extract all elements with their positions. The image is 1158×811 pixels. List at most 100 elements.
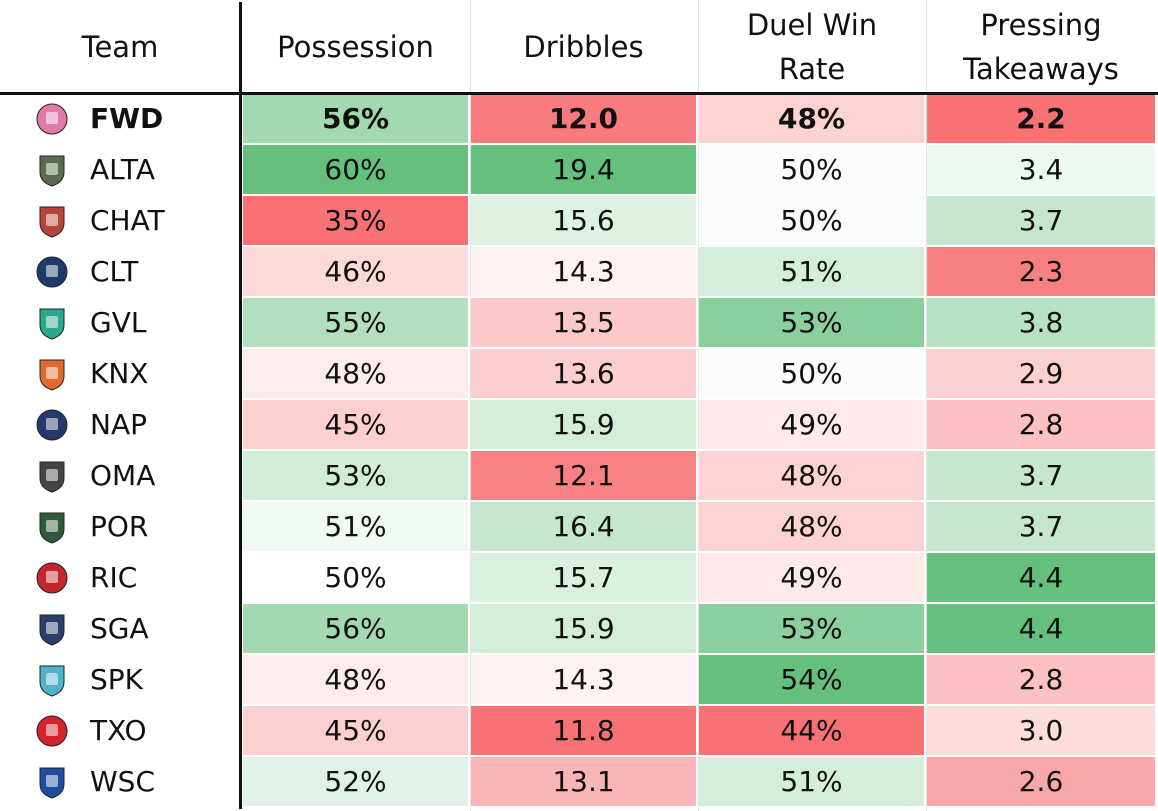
team-cell: KNX [0, 348, 240, 399]
team-cell: CLT [0, 246, 240, 297]
ric-logo-icon [36, 562, 68, 594]
team-abbreviation: SPK [90, 663, 144, 696]
pressing-takeaways-cell: 3.7 [927, 196, 1155, 245]
dribbles-cell: 15.9 [471, 604, 696, 653]
team-cell: SGA [0, 603, 240, 654]
gvl-logo-icon [39, 308, 65, 340]
header-possession: Possession [277, 29, 434, 64]
sga-logo-icon [39, 614, 65, 646]
dribbles-cell: 11.8 [471, 706, 696, 755]
team-cell: OMA [0, 450, 240, 501]
dribbles-cell: 15.9 [471, 400, 696, 449]
possession-cell: 51% [243, 502, 468, 551]
column-divider [470, 0, 471, 811]
column-divider [698, 0, 699, 811]
table-row: CHAT 35% 15.6 50% 3.7 [0, 195, 1158, 246]
dribbles-cell: 16.4 [471, 502, 696, 551]
team-cell: NAP [0, 399, 240, 450]
possession-cell: 56% [243, 94, 468, 143]
team-cell: TXO [0, 705, 240, 756]
header-pressing-takeaways: Pressing Takeaways [963, 7, 1119, 86]
column-divider [926, 0, 927, 811]
possession-cell: 55% [243, 298, 468, 347]
dribbles-cell: 15.6 [471, 196, 696, 245]
table-row: TXO 45% 11.8 44% 3.0 [0, 705, 1158, 756]
table-row: CLT 46% 14.3 51% 2.3 [0, 246, 1158, 297]
duel-win-rate-cell: 51% [699, 247, 924, 296]
dribbles-cell: 13.1 [471, 757, 696, 806]
duel-win-rate-cell: 50% [699, 349, 924, 398]
spk-logo-icon [39, 665, 65, 697]
dribbles-cell: 13.6 [471, 349, 696, 398]
duel-win-rate-cell: 54% [699, 655, 924, 704]
nap-logo-icon [36, 409, 68, 441]
duel-win-rate-cell: 50% [699, 196, 924, 245]
team-cell: FWD [0, 93, 240, 144]
team-abbreviation: POR [90, 510, 149, 543]
por-logo-icon [39, 512, 65, 544]
pressing-takeaways-cell: 3.8 [927, 298, 1155, 347]
team-abbreviation: TXO [90, 714, 147, 747]
table-row: OMA 53% 12.1 48% 3.7 [0, 450, 1158, 501]
team-abbreviation: SGA [90, 612, 149, 645]
team-cell: SPK [0, 654, 240, 705]
table-row: SPK 48% 14.3 54% 2.8 [0, 654, 1158, 705]
pressing-takeaways-cell: 2.8 [927, 400, 1155, 449]
wsc-logo-icon [39, 767, 65, 799]
table-row: WSC 52% 13.1 51% 2.6 [0, 756, 1158, 807]
team-column-border [239, 2, 242, 809]
table-row: FWD 56% 12.0 48% 2.2 [0, 93, 1158, 144]
table-row: SGA 56% 15.9 53% 4.4 [0, 603, 1158, 654]
team-cell: RIC [0, 552, 240, 603]
dribbles-cell: 15.7 [471, 553, 696, 602]
oma-logo-icon [39, 461, 65, 493]
pressing-takeaways-cell: 2.6 [927, 757, 1155, 806]
pressing-takeaways-cell: 2.2 [927, 94, 1155, 143]
pressing-takeaways-cell: 3.4 [927, 145, 1155, 194]
pressing-takeaways-cell: 4.4 [927, 604, 1155, 653]
fwd-logo-icon [36, 103, 68, 135]
possession-cell: 48% [243, 349, 468, 398]
pressing-takeaways-cell: 2.8 [927, 655, 1155, 704]
dribbles-cell: 14.3 [471, 247, 696, 296]
duel-win-rate-cell: 53% [699, 298, 924, 347]
dribbles-cell: 19.4 [471, 145, 696, 194]
possession-cell: 50% [243, 553, 468, 602]
pressing-takeaways-cell: 4.4 [927, 553, 1155, 602]
table-row: POR 51% 16.4 48% 3.7 [0, 501, 1158, 552]
table-row: GVL 55% 13.5 53% 3.8 [0, 297, 1158, 348]
dribbles-cell: 12.0 [471, 94, 696, 143]
possession-cell: 45% [243, 400, 468, 449]
possession-cell: 46% [243, 247, 468, 296]
team-abbreviation: OMA [90, 459, 156, 492]
header-duel-win-rate: Duel Win Rate [746, 7, 878, 86]
duel-win-rate-cell: 48% [699, 502, 924, 551]
header-dribbles: Dribbles [523, 29, 644, 64]
duel-win-rate-cell: 44% [699, 706, 924, 755]
duel-win-rate-cell: 49% [699, 400, 924, 449]
team-cell: POR [0, 501, 240, 552]
alta-logo-icon [39, 155, 65, 187]
team-abbreviation: WSC [90, 765, 156, 798]
table-row: ALTA 60% 19.4 50% 3.4 [0, 144, 1158, 195]
possession-cell: 60% [243, 145, 468, 194]
duel-win-rate-cell: 49% [699, 553, 924, 602]
table-row: NAP 45% 15.9 49% 2.8 [0, 399, 1158, 450]
duel-win-rate-cell: 50% [699, 145, 924, 194]
duel-win-rate-cell: 51% [699, 757, 924, 806]
team-abbreviation: CHAT [90, 204, 165, 237]
team-cell: GVL [0, 297, 240, 348]
dribbles-cell: 12.1 [471, 451, 696, 500]
pressing-takeaways-cell: 3.0 [927, 706, 1155, 755]
dribbles-cell: 14.3 [471, 655, 696, 704]
possession-cell: 53% [243, 451, 468, 500]
table-row: KNX 48% 13.6 50% 2.9 [0, 348, 1158, 399]
team-cell: WSC [0, 756, 240, 807]
duel-win-rate-cell: 53% [699, 604, 924, 653]
table-row: RIC 50% 15.7 49% 4.4 [0, 552, 1158, 603]
duel-win-rate-cell: 48% [699, 94, 924, 143]
pressing-takeaways-cell: 2.9 [927, 349, 1155, 398]
team-cell: CHAT [0, 195, 240, 246]
header-border [0, 92, 1158, 95]
